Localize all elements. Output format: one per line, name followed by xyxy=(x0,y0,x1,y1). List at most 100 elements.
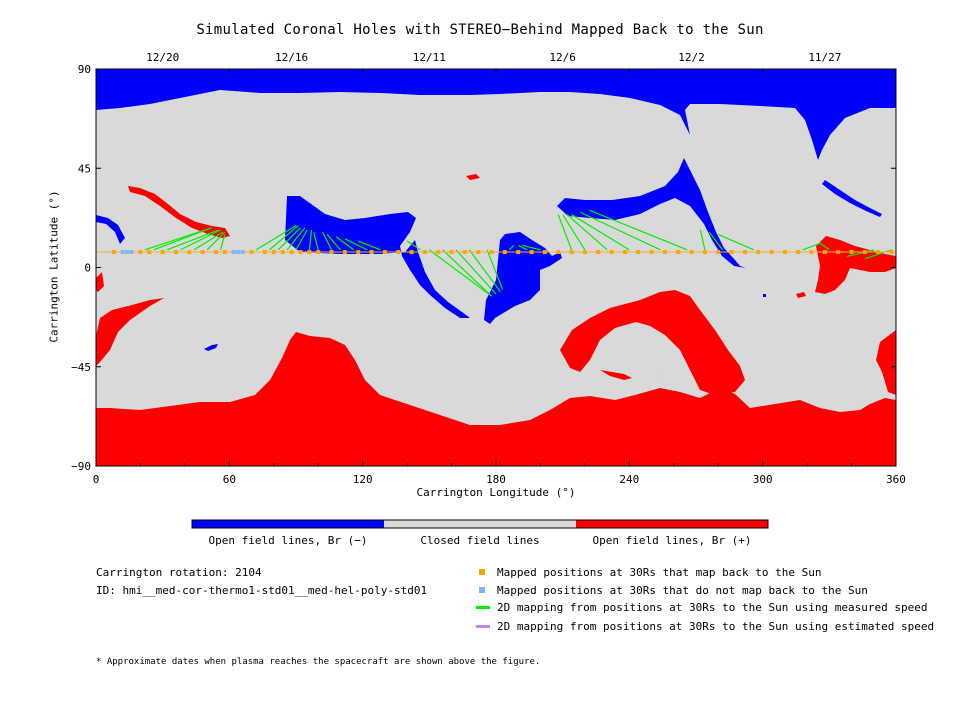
blue-spot-south xyxy=(204,344,218,351)
mapped-position-marker xyxy=(382,250,387,255)
field-line-mapping xyxy=(358,240,381,251)
mapped-position-marker xyxy=(214,250,218,255)
field-line-mapping xyxy=(846,249,874,258)
mapped-position-marker xyxy=(160,250,165,255)
unmapped-position-marker xyxy=(236,250,241,255)
legend-measured-label: 2D mapping from positions at 30Rs to the… xyxy=(497,601,928,614)
x-tick-label: 240 xyxy=(619,473,639,486)
field-line-mapping xyxy=(580,211,661,251)
field-line-mapping xyxy=(166,229,219,251)
red-coronal-hole-southwest xyxy=(96,298,164,366)
mapped-position-marker xyxy=(676,250,681,255)
mapped-position-marker xyxy=(356,250,361,255)
mapped-position-marker xyxy=(489,250,494,255)
mapped-position-marker xyxy=(622,250,627,255)
mapped-position-marker xyxy=(596,250,601,255)
unmapped-position-marker xyxy=(129,250,134,255)
y-tick-label: 45 xyxy=(78,162,91,175)
y-tick-label: 90 xyxy=(78,63,91,76)
field-line-mapping xyxy=(717,233,755,251)
date-tick-label: 12/2 xyxy=(678,51,705,64)
colorbar-label-negative: Open field lines, Br (−) xyxy=(208,534,368,547)
legend-unmapped-swatch xyxy=(479,587,485,593)
mapped-position-marker xyxy=(449,250,454,255)
mapped-position-marker xyxy=(111,250,116,255)
x-tick-label: 300 xyxy=(753,473,773,486)
field-line-mapping xyxy=(193,231,223,251)
red-streak-east xyxy=(96,272,104,292)
mapped-position-marker xyxy=(849,250,854,255)
mapped-position-marker xyxy=(289,250,294,255)
y-tick-label: −90 xyxy=(71,460,91,473)
mapped-position-marker xyxy=(556,250,561,255)
x-tick-label: 0 xyxy=(93,473,100,486)
colorbar-label-positive: Open field lines, Br (+) xyxy=(592,534,752,547)
mapped-position-marker xyxy=(716,250,721,255)
field-line-mapping xyxy=(442,249,492,297)
colorbar-frame xyxy=(191,519,769,529)
red-coronal-hole-south-central xyxy=(560,290,745,395)
field-line-mapping xyxy=(255,225,297,251)
footnote: * Approximate dates when plasma reaches … xyxy=(96,657,541,667)
field-line-mapping xyxy=(335,236,355,251)
y-tick-label: −45 xyxy=(71,361,91,374)
mapped-position-marker xyxy=(649,250,654,255)
date-tick-label: 11/27 xyxy=(808,51,841,64)
blue-filament-northeast xyxy=(822,180,882,217)
field-line-mapping xyxy=(820,242,830,251)
field-line-mapping xyxy=(571,214,630,251)
blue-filament-west xyxy=(96,215,125,244)
mapped-position-marker xyxy=(782,250,787,255)
field-line-mapping xyxy=(286,227,306,251)
date-tick-label: 12/16 xyxy=(275,51,308,64)
mapped-position-marker xyxy=(636,250,641,255)
field-line-mapping xyxy=(406,240,421,251)
mapped-position-marker xyxy=(756,250,761,255)
mapped-position-marker xyxy=(342,250,347,255)
field-line-mapping xyxy=(344,238,368,251)
colorbar-segment xyxy=(384,520,576,528)
mapped-position-marker xyxy=(889,250,894,255)
field-line-mapping xyxy=(802,242,821,251)
field-line-mapping xyxy=(428,249,492,297)
mapped-position-marker xyxy=(280,250,285,255)
mapped-position-marker xyxy=(502,250,507,255)
field-line-mapping xyxy=(180,229,221,251)
closed-field-background xyxy=(96,69,896,466)
mapped-position-marker xyxy=(298,250,303,255)
mapped-position-marker xyxy=(742,250,747,255)
mapped-position-marker xyxy=(529,250,534,255)
field-line-mapping xyxy=(468,249,501,293)
legend-unmapped-label: Mapped positions at 30Rs that do not map… xyxy=(497,584,868,597)
date-tick-label: 12/20 xyxy=(146,51,179,64)
mapped-position-marker xyxy=(409,250,414,255)
field-line-mapping xyxy=(566,214,608,251)
mapped-position-marker xyxy=(729,250,734,255)
field-line-mapping xyxy=(322,231,333,251)
field-line-mapping xyxy=(277,227,301,251)
mapped-position-marker xyxy=(462,250,467,255)
mapped-position-marker xyxy=(796,250,801,255)
field-line-mapping xyxy=(206,231,226,251)
legend-measured-line xyxy=(476,606,490,609)
south-polar-coronal-hole xyxy=(96,332,896,466)
mapped-position-marker xyxy=(147,250,152,255)
mapped-position-marker xyxy=(369,250,374,255)
blue-spot-east xyxy=(763,294,766,297)
mapped-position-marker xyxy=(476,250,481,255)
mapped-position-marker xyxy=(542,250,547,255)
mapped-position-marker xyxy=(822,250,827,255)
colorbar-segment xyxy=(576,520,768,528)
field-line-mapping xyxy=(219,234,226,251)
red-spot-east xyxy=(796,292,806,298)
date-tick-label: 12/6 xyxy=(549,51,576,64)
x-tick-label: 120 xyxy=(353,473,373,486)
field-line-mapping xyxy=(308,229,313,250)
mapped-position-marker xyxy=(249,250,254,255)
mapped-position-marker xyxy=(436,250,441,255)
x-axis-label: Carrington Longitude (°) xyxy=(416,486,576,499)
mapped-position-marker xyxy=(569,250,574,255)
field-line-mapping xyxy=(295,229,308,251)
red-coronal-hole-east xyxy=(815,236,896,294)
mapped-position-marker xyxy=(809,250,814,255)
